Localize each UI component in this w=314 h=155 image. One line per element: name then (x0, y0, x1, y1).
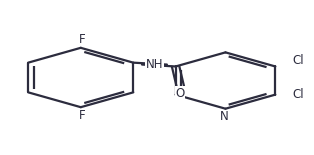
Text: O: O (176, 87, 185, 100)
Text: NH: NH (146, 58, 163, 71)
Text: Cl: Cl (292, 54, 304, 66)
Text: N: N (219, 110, 228, 123)
Text: F: F (79, 109, 86, 122)
Text: F: F (79, 33, 86, 46)
Text: Cl: Cl (292, 88, 304, 101)
